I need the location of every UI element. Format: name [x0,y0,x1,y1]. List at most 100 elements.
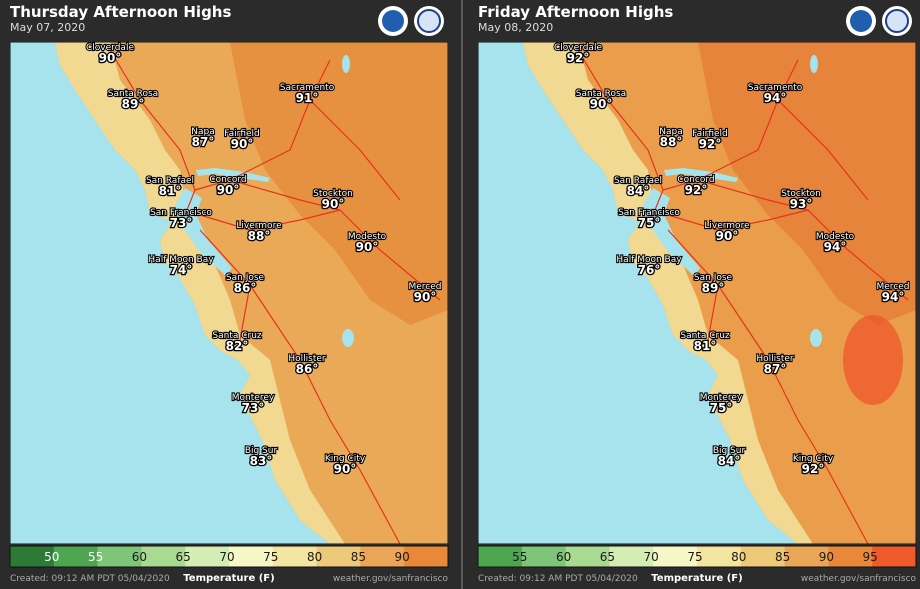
city-name: Concord [209,175,246,185]
lake [810,55,818,73]
road [577,49,664,216]
city-name: Half Moon Bay [616,255,682,265]
road [707,284,719,341]
city-name: Livermore [704,221,750,231]
legend-cell [185,546,230,567]
city-name: San Jose [226,273,265,283]
legend-cell [53,546,99,567]
delta [664,168,738,182]
city-temp: 94° [764,91,787,105]
city-name: Fairfield [224,129,260,139]
valley [230,42,448,325]
city-name: Napa [659,127,682,137]
road [667,209,809,231]
legend-label: 70 [219,550,234,564]
road [662,59,799,191]
legend-label: 65 [176,550,191,564]
legend-label: 55 [88,550,103,564]
panel-title: Friday Afternoon Highs [478,3,673,21]
legend-cell [740,546,786,567]
city-name: San Jose [694,273,733,283]
city-temp: 84° [627,184,650,198]
city-name: Stockton [313,189,353,199]
city-temp: 90° [590,97,613,111]
nws-logo-inner [885,9,909,33]
city-temp: 81° [694,339,717,353]
road [199,229,401,544]
legend-label: 75 [687,550,702,564]
city-temp: 91° [296,91,319,105]
legend-cell [316,546,361,567]
map [478,42,916,544]
source-url: weather.gov/sanfrancisco [333,574,449,584]
city-temp: 90° [356,240,379,254]
road [199,209,341,231]
road [667,229,869,544]
legend-cell [478,546,523,567]
legend-label: 55 [512,550,527,564]
legend-label: 90 [819,550,834,564]
legend-cell [697,546,742,567]
city-name: Hollister [756,354,794,364]
legend-cell [10,546,55,567]
legend-label: 60 [556,550,571,564]
city-temp: 93° [790,197,813,211]
coast-band [523,42,813,544]
city-temp: 92° [802,462,825,476]
lake [342,329,354,347]
city-temp: 90° [716,229,739,243]
created-note: Created: 09:12 AM PDT 05/04/2020 [478,574,638,584]
city-name: Napa [191,127,214,137]
legend-label: 70 [644,550,659,564]
city-name: Sacramento [280,83,335,93]
city-name: Santa Cruz [212,331,262,341]
city-name: Modesto [816,232,855,242]
legend-cell [565,546,610,567]
noaa-logo-inner [850,10,872,32]
legend-label: 85 [351,550,366,564]
city-temp: 73° [170,216,193,230]
legend-label: 60 [132,550,147,564]
nws-logo-inner [417,9,441,33]
city-temp: 75° [638,216,661,230]
city-temp: 90° [414,290,437,304]
legend-cell [784,546,829,567]
panel-date: May 07, 2020 [10,21,85,34]
city-name: King City [793,454,834,464]
bay [643,188,700,276]
city-temp: 74° [170,263,193,277]
city-name: San Francisco [618,208,680,218]
legend-border [9,545,449,568]
city-temp: 92° [685,183,708,197]
legend-cell [828,546,873,567]
city-temp: 73° [242,401,265,415]
hot-area [843,315,903,405]
city-temp: 88° [248,229,271,243]
city-temp: 76° [638,263,661,277]
legend-cell [360,546,405,567]
coast-band [55,42,345,544]
legend-label: 95 [863,550,878,564]
road [194,59,331,191]
legend-border [477,545,917,568]
city-name: Cloverdale [86,43,134,53]
city-temp: 90° [334,462,357,476]
road [299,89,401,201]
legend-label: 65 [600,550,615,564]
legend-cell [653,546,698,567]
road [109,49,196,216]
city-temp: 94° [824,240,847,254]
city-temp: 90° [231,137,254,151]
city-name: Stockton [781,189,821,199]
city-name: King City [325,454,366,464]
city-temp: 87° [764,362,787,376]
city-name: Cloverdale [554,43,602,53]
legend-cell [404,546,449,567]
city-name: Monterey [232,393,275,403]
city-temp: 90° [99,51,122,65]
city-temp: 82° [226,339,249,353]
lake [810,329,822,347]
city-temp: 90° [217,183,240,197]
city-temp: 84° [718,454,741,468]
